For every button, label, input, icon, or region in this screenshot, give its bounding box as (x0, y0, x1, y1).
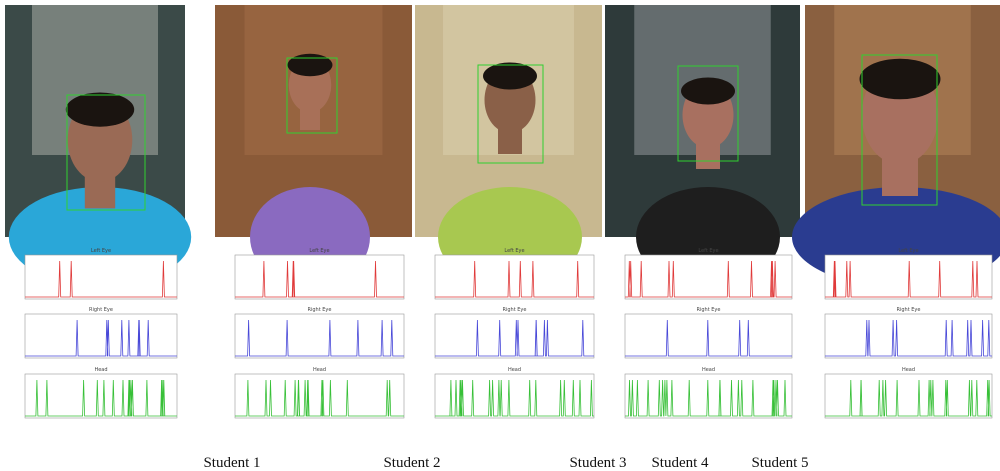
signal-trace (235, 379, 404, 417)
plot-title: Right Eye (697, 307, 721, 313)
signal-trace (25, 379, 177, 417)
plot-title: Right Eye (897, 307, 921, 313)
plot-title: Right Eye (308, 307, 332, 313)
plot-frame (234, 313, 405, 359)
signal-trace (25, 260, 177, 298)
face-detection-box (66, 94, 146, 211)
face-detection-box (477, 64, 544, 164)
student-panel: Left Eye Right Eye Head (5, 5, 192, 419)
signal-trace (625, 319, 792, 357)
signal-trace (625, 379, 792, 417)
student-panel: Left Eye Right Eye Head (215, 5, 412, 419)
plot-frame (434, 313, 595, 359)
plot-title: Left Eye (504, 248, 524, 254)
person-hair (483, 62, 537, 90)
student-caption: Student 5 (751, 455, 808, 471)
plot-frame (824, 373, 993, 419)
person-neck (300, 107, 320, 130)
face-detection-box (677, 65, 739, 162)
signal-trace (435, 379, 594, 417)
plot-title: Left Eye (91, 248, 111, 254)
plot-title: Left Eye (698, 248, 718, 254)
person-hair (287, 53, 333, 77)
student-panel: Left Eye Right Eye Head (415, 5, 602, 419)
plot-frame (434, 254, 595, 300)
signal-trace (235, 260, 404, 298)
student-caption: Student 2 (383, 455, 440, 471)
plot-frame (234, 373, 405, 419)
plot-title: Head (313, 367, 326, 373)
person-hair (65, 92, 135, 127)
signal-trace (625, 260, 792, 298)
signal-trace (825, 319, 992, 357)
student-panel: Left Eye Right Eye Head (605, 5, 800, 419)
plot-frame (24, 254, 178, 300)
plot-title: Head (702, 367, 715, 373)
plot-frame (24, 313, 178, 359)
plot-frame (24, 373, 178, 419)
person-hair (681, 77, 735, 105)
plot-frame (234, 254, 405, 300)
student-panel: Left Eye Right Eye Head (792, 5, 1000, 419)
student-caption: Student 1 (203, 455, 260, 471)
signal-trace (435, 319, 594, 357)
plot-title: Left Eye (309, 248, 329, 254)
face-detection-box (861, 54, 938, 206)
plot-title: Right Eye (89, 307, 113, 313)
signal-trace (825, 379, 992, 417)
plot-title: Head (902, 367, 915, 373)
signal-trace (25, 319, 177, 357)
signal-trace (435, 260, 594, 298)
plot-title: Head (508, 367, 521, 373)
signal-trace (825, 260, 992, 298)
signal-trace (235, 319, 404, 357)
plot-frame (824, 313, 993, 359)
face-detection-box (286, 57, 338, 134)
plot-frame (624, 254, 793, 300)
student-caption: Student 3 (569, 455, 626, 471)
person-hair (859, 58, 941, 100)
plot-title: Right Eye (503, 307, 527, 313)
student-caption: Student 4 (651, 455, 709, 471)
plot-title: Left Eye (898, 248, 918, 254)
plot-title: Head (94, 367, 107, 373)
